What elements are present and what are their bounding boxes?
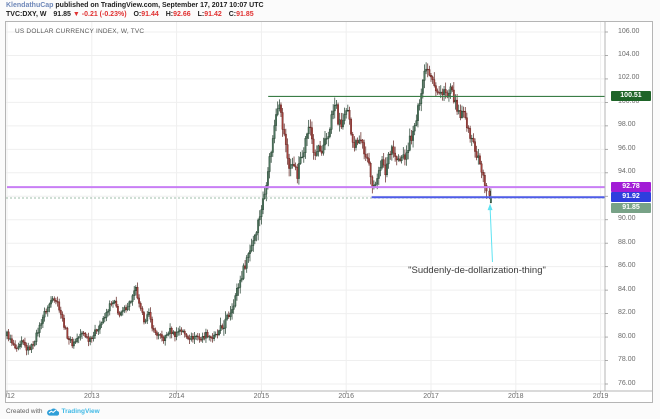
price-tick-label: 88.00: [618, 238, 636, 246]
price-tick-label: 76.00: [618, 379, 636, 387]
open-value: 91.44: [141, 11, 159, 18]
open-label: O:: [133, 11, 142, 18]
price-tick-label: 90.00: [618, 215, 636, 223]
low-value: 91.42: [204, 11, 222, 18]
last-price: 91.85: [53, 11, 71, 18]
year-tick-label: 2019: [592, 393, 609, 400]
price-tick-label: 104.00: [618, 51, 640, 58]
chart-panel[interactable]: US DOLLAR CURRENCY INDEX, W, TVC 106.00 1…: [5, 21, 653, 403]
level-price-badge: 92.78: [611, 182, 651, 193]
published-text: published on TradingView.com, September …: [55, 2, 264, 9]
year-tick-label: 2015: [253, 393, 270, 400]
level-price-badge: 91.92: [611, 192, 651, 203]
year-tick-label: 2014: [168, 393, 185, 400]
price-tick-label: 78.00: [618, 356, 636, 363]
high-value: 92.66: [173, 11, 191, 18]
year-tick-label: 2016: [338, 393, 354, 400]
chart-title: US DOLLAR CURRENCY INDEX, W, TVC: [15, 28, 145, 35]
publish-info-line: KlendathuCap published on TradingView.co…: [6, 2, 264, 9]
down-arrow-icon: ▼: [72, 11, 80, 18]
price-tick-label: 102.00: [618, 74, 640, 82]
price-tick-label: 98.00: [618, 121, 636, 129]
price-tick-label: 84.00: [618, 285, 636, 293]
price-tick-label: 100.00: [618, 97, 640, 105]
year-tick-label: 2018: [508, 393, 524, 400]
created-with-text: Created with: [6, 407, 43, 415]
price-tick-label: 94.00: [618, 168, 636, 176]
level-price-badge: 100.51: [611, 91, 651, 102]
symbol-info-line: TVC:DXY, W 91.85 ▼ -0.21 (-0.23%) O:91.4…: [6, 11, 254, 18]
chart-annotation-text[interactable]: "Suddenly-de-dollarization-thing": [408, 265, 546, 276]
last-price-badge: 91.85: [611, 202, 651, 213]
price-tick-label: 86.00: [618, 262, 636, 270]
tradingview-cloud-icon: [46, 407, 59, 416]
symbol-name[interactable]: TVC:DXY, W: [6, 11, 47, 18]
author-link[interactable]: KlendathuCap: [6, 2, 54, 9]
price-tick-label: 106.00: [618, 27, 640, 35]
footer: Created with TradingView: [6, 405, 100, 417]
price-tick-label: 80.00: [618, 332, 636, 340]
price-tick-label: 96.00: [618, 144, 636, 152]
low-label: L:: [197, 11, 205, 18]
year-tick-label: 2012: [6, 393, 15, 400]
year-tick-label: 2017: [423, 393, 439, 400]
year-tick-label: 2013: [84, 393, 100, 400]
high-label: H:: [165, 11, 174, 18]
tradingview-brand-link[interactable]: TradingView: [61, 407, 100, 415]
chart-svg[interactable]: [6, 22, 652, 402]
price-tick-label: 82.00: [618, 309, 636, 317]
close-label: C:: [228, 11, 237, 18]
price-change: -0.21 (-0.23%): [81, 11, 127, 18]
close-value: 91.85: [236, 11, 254, 18]
